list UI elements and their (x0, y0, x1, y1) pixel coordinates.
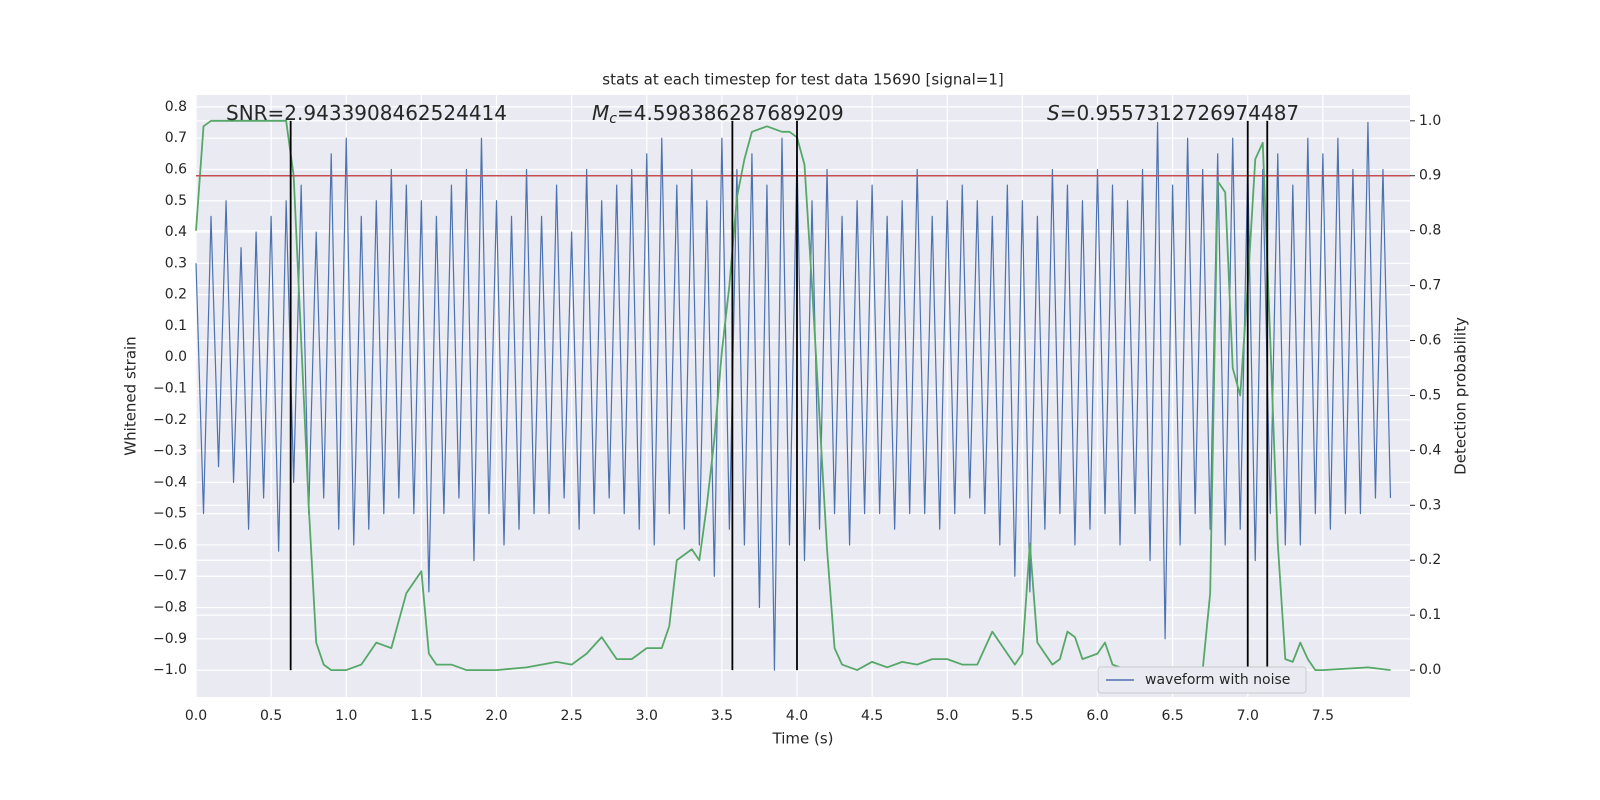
annotation-text: =0.9557312726974487 (1060, 101, 1299, 125)
y2-tick-label: 0.8 (1419, 223, 1441, 239)
y2-tick-label: 0.3 (1419, 497, 1441, 513)
y-tick-label: −0.6 (153, 537, 187, 553)
annotation: Mc=4.598386287689209 (592, 101, 844, 128)
x-axis-label: Time (s) (772, 730, 834, 748)
x-tick-label: 2.0 (485, 708, 507, 724)
y2-tick-label: 0.1 (1419, 607, 1441, 623)
y-tick-label: 0.8 (165, 99, 187, 115)
x-tick-label: 0.0 (185, 708, 207, 724)
x-tick-label: 5.0 (936, 708, 958, 724)
x-tick-label: 6.5 (1161, 708, 1183, 724)
y2-tick-label: 0.6 (1419, 333, 1441, 349)
annotation-text: SNR=2.9433908462524414 (226, 101, 507, 125)
chart-title: stats at each timestep for test data 156… (602, 71, 1003, 89)
annotation: S=0.9557312726974487 (1047, 101, 1299, 125)
annotation-symbol: S (1047, 101, 1060, 125)
y-tick-label: 0.2 (165, 287, 187, 303)
y2-tick-label: 0.0 (1419, 662, 1441, 678)
y2-tick-label: 0.4 (1419, 442, 1441, 458)
y-tick-label: −0.3 (153, 443, 187, 459)
x-tick-label: 5.5 (1011, 708, 1033, 724)
y2-tick-label: 1.0 (1419, 113, 1441, 129)
y-tick-label: 0.5 (165, 193, 187, 209)
y-tick-label: −0.2 (153, 412, 187, 428)
series-line (195, 119, 1391, 671)
y2-tick-label: 0.2 (1419, 552, 1441, 568)
x-tick-label: 2.5 (560, 708, 582, 724)
y-tick-label: −0.9 (153, 631, 187, 647)
x-tick-label: 3.0 (636, 708, 658, 724)
x-tick-label: 7.5 (1312, 708, 1334, 724)
y2-axis-label: Detection probability (1452, 317, 1470, 475)
y-tick-label: 0.4 (165, 224, 187, 240)
y-tick-label: −0.1 (153, 380, 187, 396)
legend-label: waveform with noise (1145, 672, 1290, 688)
annotation-symbol: M (592, 101, 609, 125)
annotation-text: =4.598386287689209 (617, 101, 844, 125)
y-tick-label: −0.4 (153, 474, 187, 490)
x-tick-label: 0.5 (260, 708, 282, 724)
x-tick-label: 1.5 (410, 708, 432, 724)
x-tick-label: 6.0 (1086, 708, 1108, 724)
series-line (195, 121, 1392, 671)
y-tick-label: −0.8 (153, 600, 187, 616)
y-tick-label: −0.5 (153, 506, 187, 522)
y-tick-label: 0.0 (165, 349, 187, 365)
y-tick-label: 0.7 (165, 130, 187, 146)
y-axis-label: Whitened strain (122, 336, 140, 455)
y2-tick-label: 0.7 (1419, 278, 1441, 294)
legend: waveform with noise (1097, 666, 1307, 694)
y-tick-label: −0.7 (153, 568, 187, 584)
legend-box (1097, 666, 1307, 694)
y2-tick-label: 0.5 (1419, 387, 1441, 403)
y2-tick-label: 0.9 (1419, 168, 1441, 184)
x-tick-label: 3.5 (711, 708, 733, 724)
y-tick-label: −1.0 (153, 662, 187, 678)
y-tick-label: 0.1 (165, 318, 187, 334)
plot-data (195, 119, 1410, 671)
y-tick-label: 0.6 (165, 161, 187, 177)
y-tick-label: 0.3 (165, 255, 187, 271)
x-tick-label: 4.5 (861, 708, 883, 724)
x-tick-label: 7.0 (1237, 708, 1259, 724)
annotation: SNR=2.9433908462524414 (226, 101, 507, 125)
annotation-subscript: c (609, 111, 617, 127)
x-tick-label: 4.0 (786, 708, 808, 724)
x-tick-label: 1.0 (335, 708, 357, 724)
